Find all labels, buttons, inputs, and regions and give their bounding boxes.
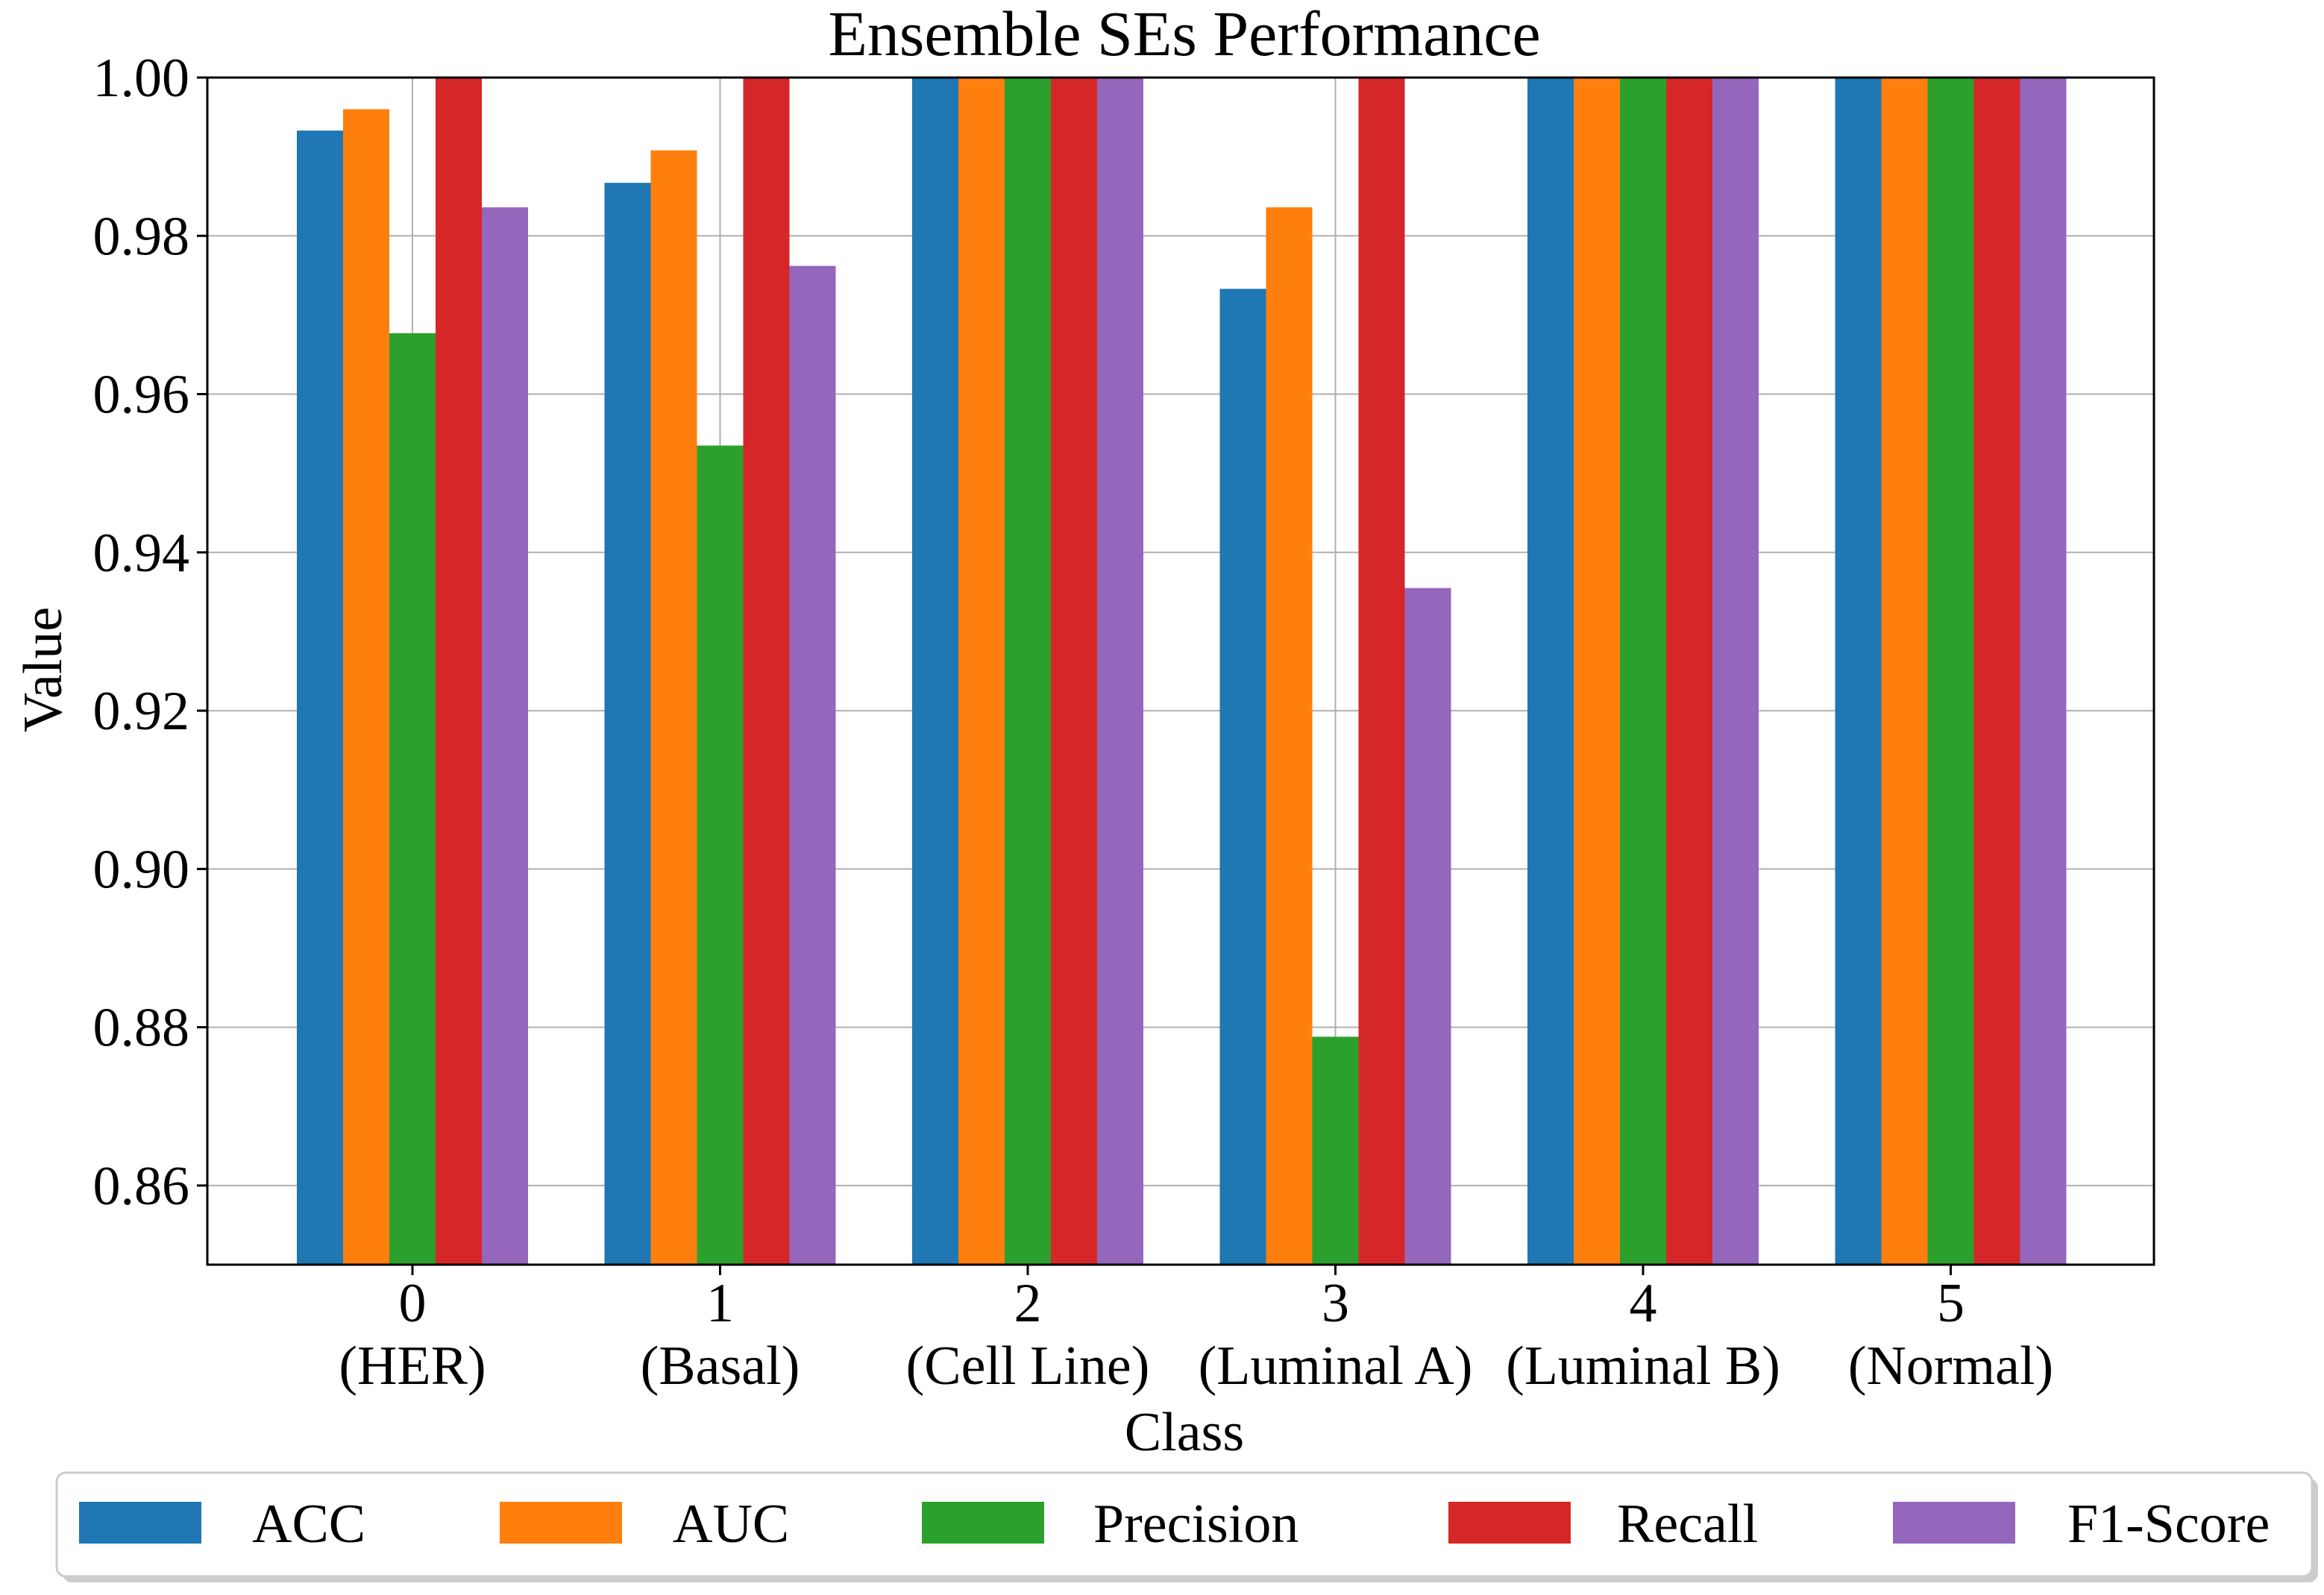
bar-auc-class-1: [650, 150, 697, 1265]
bar-f1-score-class-5: [2020, 78, 2067, 1265]
legend-swatch-recall: [1448, 1502, 1571, 1544]
legend-label: Recall: [1617, 1494, 1758, 1555]
chart-title: Ensemble SEs Performance: [828, 0, 1540, 69]
x-tick-label-id: 5: [1937, 1273, 1965, 1334]
bar-precision-class-1: [697, 445, 744, 1265]
bar-recall-class-5: [1973, 78, 2020, 1265]
bar-auc-class-5: [1881, 78, 1928, 1265]
legend-label: ACC: [252, 1494, 365, 1555]
bar-acc-class-1: [604, 183, 651, 1265]
bar-f1-score-class-3: [1404, 588, 1451, 1265]
x-tick-label-id: 4: [1630, 1273, 1657, 1334]
bar-acc-class-2: [912, 78, 958, 1265]
plot-frame: [206, 76, 2155, 1266]
y-tick-label: 0.96: [93, 365, 190, 426]
bar-acc-class-0: [297, 130, 343, 1265]
legend-box: [55, 1471, 2314, 1578]
y-tick-label: 0.90: [93, 839, 190, 900]
bar-f1-score-class-4: [1712, 78, 1759, 1265]
y-tick-label: 0.94: [93, 523, 190, 584]
y-tick-label: 0.92: [93, 681, 190, 742]
bar-acc-class-3: [1219, 289, 1266, 1265]
legend: ACC AUC Precision Recall F1-Score: [55, 1471, 2318, 1582]
x-tick-label-name: (Luminal B): [1506, 1336, 1780, 1397]
y-tick-label: 1.00: [93, 48, 190, 109]
bar-f1-score-class-0: [482, 207, 528, 1265]
y-tick-label: 0.98: [93, 206, 190, 267]
x-tick-label-id: 1: [706, 1273, 734, 1334]
x-axis-label: Class: [1125, 1402, 1244, 1463]
bar-acc-class-4: [1527, 78, 1574, 1265]
bar-recall-class-4: [1666, 78, 1712, 1265]
bar-precision-class-5: [1927, 78, 1974, 1265]
bar-auc-class-2: [958, 78, 1005, 1265]
bar-precision-class-0: [389, 333, 436, 1265]
legend-label: AUC: [673, 1494, 789, 1555]
x-axis-ticks: 0(HER)1(Basal)2(Cell Line)3(Luminal A)4(…: [339, 1265, 2053, 1397]
y-tick-label: 0.86: [93, 1156, 190, 1217]
x-tick-label-id: 0: [399, 1273, 427, 1334]
x-tick-label-name: (HER): [339, 1336, 486, 1397]
y-tick-label: 0.88: [93, 998, 190, 1059]
bar-f1-score-class-1: [789, 265, 836, 1265]
bar-recall-class-0: [436, 78, 482, 1265]
legend-swatch-acc: [79, 1502, 201, 1544]
bar-f1-score-class-2: [1097, 78, 1143, 1265]
x-tick-label-name: (Basal): [641, 1336, 800, 1397]
x-tick-label-id: 3: [1322, 1273, 1349, 1334]
x-tick-label-name: (Normal): [1848, 1336, 2053, 1397]
bar-precision-class-4: [1620, 78, 1666, 1265]
bar-precision-class-3: [1312, 1036, 1359, 1265]
legend-swatch-auc: [500, 1502, 622, 1544]
legend-label: Precision: [1093, 1494, 1298, 1555]
legend-swatch-f1-score: [1893, 1502, 2015, 1544]
bar-auc-class-4: [1574, 78, 1620, 1265]
bars: [297, 78, 2067, 1265]
x-tick-label-name: (Luminal A): [1199, 1336, 1473, 1397]
y-axis-ticks: 0.86 0.88 0.90 0.92 0.94 0.96 0.98 1.00: [93, 48, 207, 1217]
bar-precision-class-2: [1005, 78, 1051, 1265]
x-tick-label-name: (Cell Line): [906, 1336, 1150, 1397]
y-axis-label: Value: [13, 607, 74, 733]
bar-auc-class-0: [343, 109, 389, 1265]
bar-acc-class-5: [1835, 78, 1882, 1265]
bar-recall-class-3: [1358, 78, 1405, 1265]
legend-swatch-precision: [922, 1502, 1044, 1544]
bar-recall-class-1: [743, 78, 790, 1265]
bar-recall-class-2: [1051, 78, 1097, 1265]
bar-auc-class-3: [1266, 207, 1313, 1265]
legend-label: F1-Score: [2067, 1494, 2270, 1555]
x-tick-label-id: 2: [1014, 1273, 1042, 1334]
